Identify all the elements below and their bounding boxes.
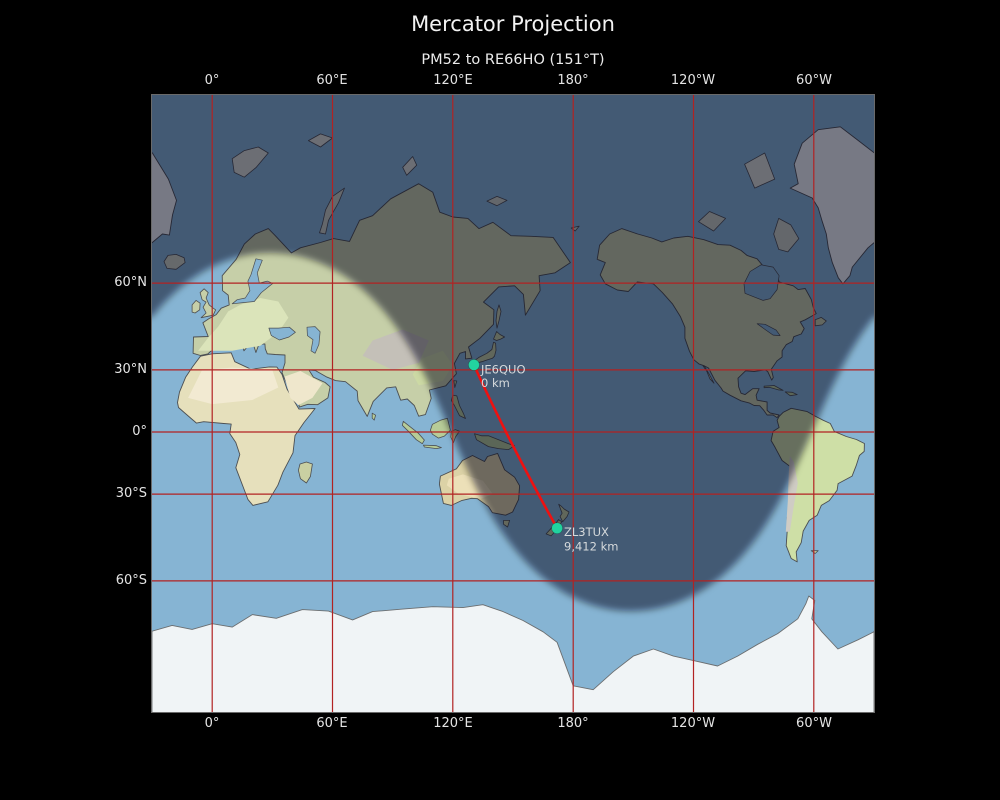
ireland bbox=[191, 300, 201, 314]
caspian-sea bbox=[306, 326, 321, 354]
origin-distance-label: 0 km bbox=[481, 376, 510, 390]
basemap-layer bbox=[152, 95, 874, 712]
black-sea bbox=[268, 326, 296, 341]
map-plot-area: JE6QUO 0 km ZL3TUX 9,412 km bbox=[151, 94, 875, 713]
route-layer: JE6QUO 0 km ZL3TUX 9,412 km bbox=[468, 359, 618, 554]
route-subtitle: PM52 to RE66HO (151°T) bbox=[421, 52, 605, 68]
x-tick-top: 180° bbox=[557, 73, 589, 88]
sri-lanka bbox=[371, 412, 376, 421]
x-tick-bottom: 60°E bbox=[316, 716, 348, 731]
x-tick-bottom: 60°W bbox=[796, 716, 832, 731]
x-tick-top: 0° bbox=[204, 73, 220, 88]
x-tick-bottom: 180° bbox=[557, 716, 589, 731]
x-tick-bottom: 120°E bbox=[433, 716, 473, 731]
x-tick-top: 120°W bbox=[670, 73, 716, 88]
x-tick-bottom: 0° bbox=[204, 716, 220, 731]
y-tick: 30°N bbox=[114, 362, 147, 377]
origin-marker bbox=[468, 359, 480, 371]
x-tick-top: 120°E bbox=[433, 73, 473, 88]
x-tick-top: 60°E bbox=[316, 73, 348, 88]
y-tick: 0° bbox=[132, 424, 147, 439]
x-tick-top: 60°W bbox=[796, 73, 832, 88]
europe-tint bbox=[198, 298, 289, 351]
origin-callsign-label: JE6QUO bbox=[480, 363, 526, 377]
dest-marker bbox=[551, 522, 563, 535]
y-tick: 60°S bbox=[115, 573, 147, 588]
dest-callsign-label: ZL3TUX bbox=[564, 525, 609, 539]
sahara-tint bbox=[188, 367, 279, 405]
madagascar bbox=[298, 461, 313, 484]
mercator-map: JE6QUO 0 km ZL3TUX 9,412 km bbox=[152, 95, 874, 712]
y-tick: 30°S bbox=[115, 486, 147, 501]
baltic-sea bbox=[231, 258, 274, 305]
y-tick: 60°N bbox=[114, 275, 147, 290]
arabia-tint bbox=[284, 371, 323, 406]
route-path bbox=[472, 363, 559, 530]
java bbox=[423, 444, 442, 449]
dest-distance-label: 9,412 km bbox=[564, 540, 618, 554]
page-title: Mercator Projection bbox=[411, 12, 615, 36]
x-tick-bottom: 120°W bbox=[670, 716, 716, 731]
